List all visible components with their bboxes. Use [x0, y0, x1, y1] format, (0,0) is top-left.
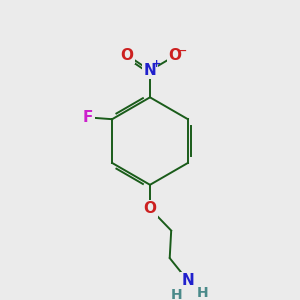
- Text: H: H: [196, 286, 208, 300]
- Text: O: O: [143, 201, 157, 216]
- Text: O: O: [168, 48, 181, 63]
- Text: −: −: [178, 46, 187, 56]
- Text: O: O: [120, 47, 134, 62]
- Text: +: +: [152, 59, 161, 69]
- Text: H: H: [170, 288, 182, 300]
- Text: F: F: [83, 110, 93, 125]
- Text: N: N: [182, 273, 194, 288]
- Text: N: N: [144, 63, 156, 78]
